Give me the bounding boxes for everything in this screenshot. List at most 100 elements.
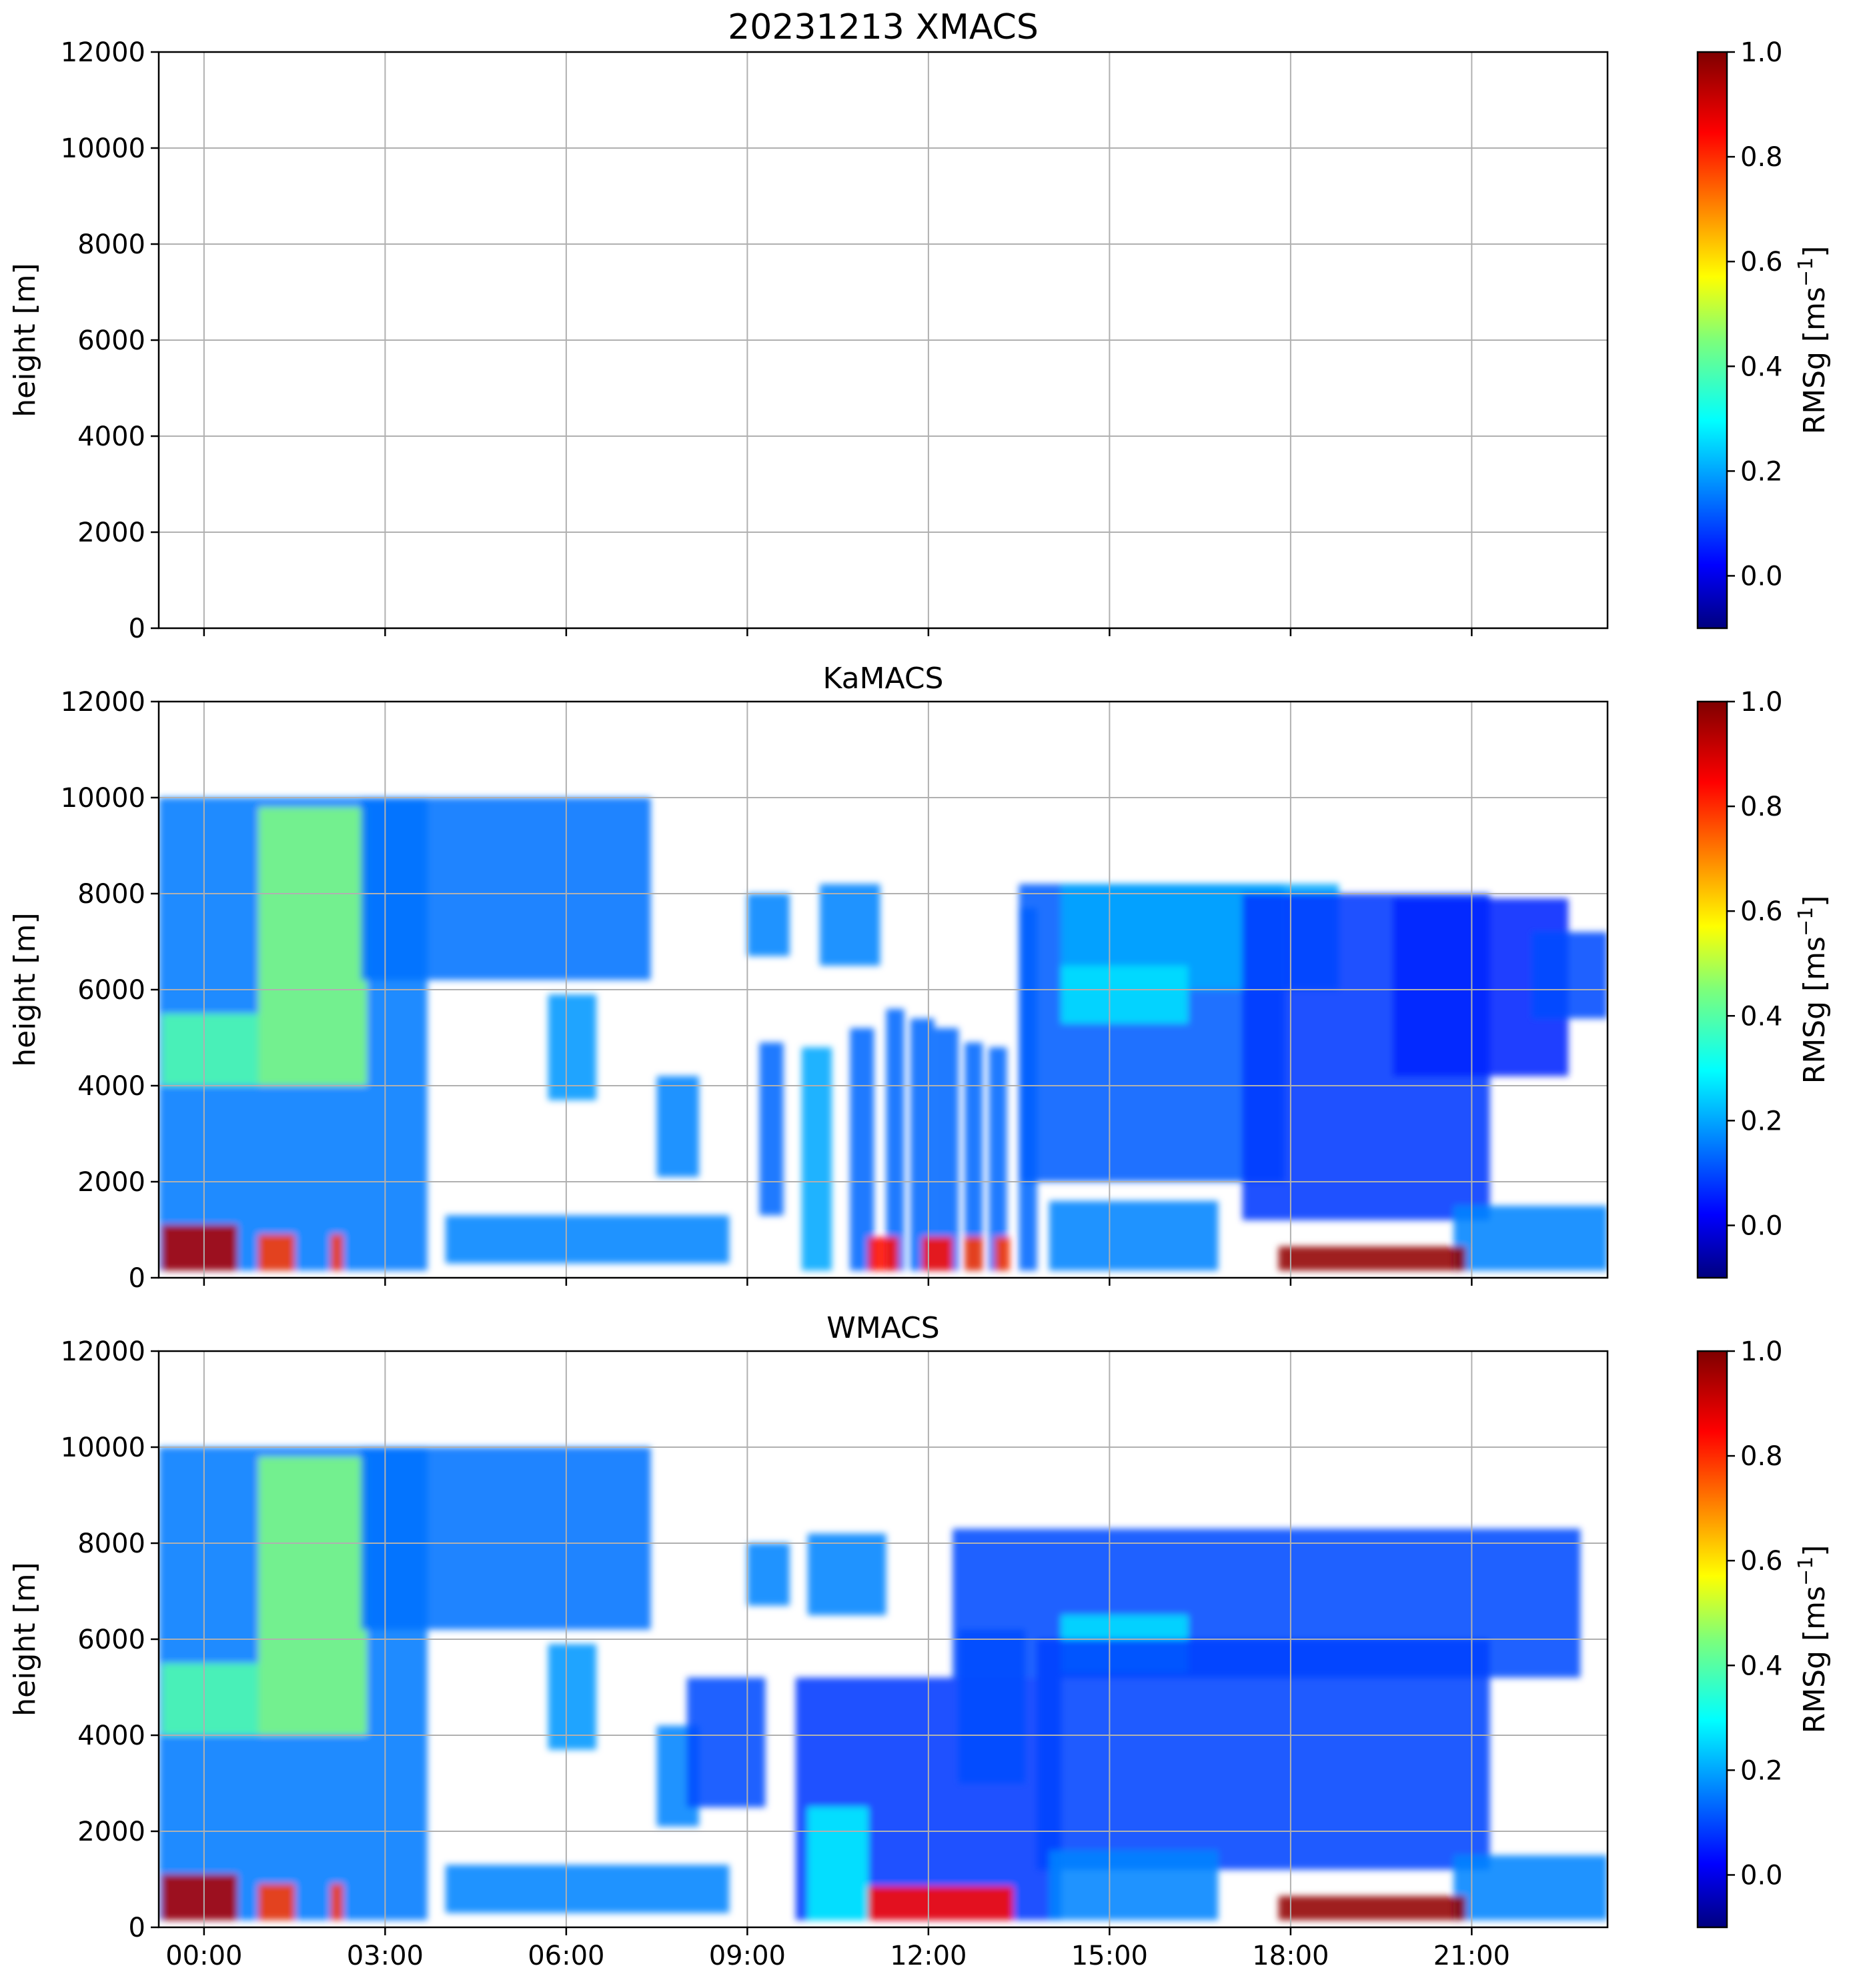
y-tick-label: 10000 bbox=[61, 1432, 145, 1463]
colorbar-label-exponent: −1 bbox=[1794, 1557, 1818, 1586]
colorbar-label-main: RMSg [ms bbox=[1798, 1586, 1832, 1733]
echo-region bbox=[445, 1215, 730, 1264]
echo-region bbox=[548, 1644, 597, 1750]
y-tick-label: 12000 bbox=[61, 1336, 145, 1367]
panel-title: KaMACS bbox=[823, 662, 944, 696]
colorbar-tick-label: 0.4 bbox=[1740, 1001, 1783, 1032]
colorbar-label-close: ] bbox=[1798, 896, 1832, 907]
x-ticks bbox=[203, 1278, 1473, 1286]
echo-region bbox=[1453, 1855, 1608, 1921]
colorbar-label-exponent: −1 bbox=[1794, 257, 1818, 287]
panel-kamacs: KaMACS 0 2000 4000 6000 8000 10000 12000 heigh… bbox=[8, 662, 1832, 1294]
panel-xmacs: 20231213 XMACS 0 2000 4000 6000 8000 10000 120… bbox=[8, 7, 1832, 644]
echo-region bbox=[361, 1447, 651, 1630]
echo-region bbox=[161, 1224, 237, 1271]
echo-region bbox=[1049, 1200, 1219, 1271]
echo-region bbox=[807, 1807, 868, 1921]
echo-region bbox=[361, 798, 651, 980]
echo-region bbox=[868, 1886, 1013, 1921]
y-ticks: 0 2000 4000 6000 8000 10000 12000 bbox=[61, 37, 159, 644]
x-tick-label: 15:00 bbox=[1071, 1941, 1148, 1971]
y-tick-label: 8000 bbox=[77, 879, 145, 910]
colorbar-label: RMSg [ms−1] bbox=[1794, 1545, 1832, 1734]
panel-title: 20231213 XMACS bbox=[728, 7, 1039, 47]
y-tick-label: 4000 bbox=[77, 421, 145, 452]
echo-region bbox=[910, 1018, 935, 1271]
colorbar: 0.0 0.2 0.4 0.6 0.8 1.0 RMSg [ms−1] bbox=[1696, 687, 1832, 1279]
y-tick-label: 6000 bbox=[77, 975, 145, 1006]
colorbar: 0.0 0.2 0.4 0.6 0.8 1.0 RMSg [ms−1] bbox=[1696, 1336, 1832, 1929]
echo-region bbox=[258, 807, 368, 1086]
y-tick-label: 0 bbox=[129, 1263, 145, 1294]
colorbar-label-main: RMSg [ms bbox=[1798, 287, 1832, 434]
x-tick-label: 03:00 bbox=[347, 1941, 424, 1971]
echo-region bbox=[868, 1236, 898, 1271]
echo-region bbox=[1037, 1639, 1490, 1870]
colorbar-label-close: ] bbox=[1798, 1545, 1832, 1557]
echo-region bbox=[934, 1028, 959, 1271]
colorbar-ticks: 0.0 0.2 0.4 0.6 0.8 1.0 bbox=[1727, 1336, 1783, 1891]
echo-region bbox=[445, 1865, 730, 1913]
x-tick-label: 00:00 bbox=[165, 1941, 242, 1971]
y-tick-label: 6000 bbox=[77, 1625, 145, 1655]
y-tick-label: 12000 bbox=[61, 37, 145, 68]
colorbar-tick-label: 0.4 bbox=[1740, 351, 1783, 382]
colorbar-tick-label: 0.2 bbox=[1740, 456, 1783, 487]
y-tick-label: 4000 bbox=[77, 1071, 145, 1102]
colorbar-tick-label: 0.8 bbox=[1740, 142, 1783, 173]
echo-region bbox=[850, 1028, 874, 1271]
colorbar-tick-label: 1.0 bbox=[1740, 687, 1783, 718]
y-ticks: 0 2000 4000 6000 8000 10000 12000 bbox=[61, 1336, 159, 1943]
colorbar-gradient bbox=[1696, 51, 1728, 630]
colorbar-tick-label: 0.0 bbox=[1740, 561, 1783, 592]
echo-region bbox=[330, 1884, 344, 1921]
colorbar-ticks: 0.0 0.2 0.4 0.6 0.8 1.0 bbox=[1727, 687, 1783, 1241]
colorbar-tick-label: 0.4 bbox=[1740, 1651, 1783, 1681]
echo-region bbox=[759, 1042, 784, 1216]
y-tick-label: 4000 bbox=[77, 1721, 145, 1751]
echo-region bbox=[922, 1236, 953, 1271]
y-tick-label: 0 bbox=[129, 614, 145, 644]
y-tick-label: 2000 bbox=[77, 518, 145, 548]
y-axis-label: height [m] bbox=[8, 1562, 42, 1716]
x-tick-label: 18:00 bbox=[1252, 1941, 1329, 1971]
echo-region bbox=[807, 1533, 886, 1615]
echo-layer bbox=[159, 798, 1608, 1271]
y-axis-label: height [m] bbox=[8, 912, 42, 1066]
y-tick-label: 12000 bbox=[61, 687, 145, 718]
colorbar-label: RMSg [ms−1] bbox=[1794, 896, 1832, 1084]
colorbar-label-main: RMSg [ms bbox=[1798, 936, 1832, 1084]
colorbar: 0.0 0.2 0.4 0.6 0.8 1.0 RMSg [ms−1] bbox=[1696, 37, 1832, 630]
echo-region bbox=[1453, 1206, 1608, 1271]
echo-region bbox=[965, 1042, 983, 1271]
x-tick-label: 12:00 bbox=[890, 1941, 967, 1971]
echo-region bbox=[801, 1047, 832, 1271]
y-tick-label: 8000 bbox=[77, 1529, 145, 1559]
x-tick-label: 09:00 bbox=[709, 1941, 786, 1971]
x-tick-label: 21:00 bbox=[1433, 1941, 1510, 1971]
colorbar-tick-label: 0.6 bbox=[1740, 247, 1783, 277]
echo-region bbox=[258, 1234, 295, 1271]
colorbar-tick-label: 0.2 bbox=[1740, 1755, 1783, 1786]
echo-region bbox=[1278, 1246, 1466, 1271]
colorbar-tick-label: 0.0 bbox=[1740, 1210, 1783, 1241]
y-axis-label: height [m] bbox=[8, 263, 42, 417]
panel-title: WMACS bbox=[826, 1311, 939, 1345]
echo-region bbox=[819, 884, 880, 966]
colorbar-tick-label: 1.0 bbox=[1740, 37, 1783, 68]
echo-region bbox=[1531, 932, 1608, 1019]
echo-region bbox=[161, 1874, 237, 1921]
colorbar-tick-label: 0.2 bbox=[1740, 1106, 1783, 1136]
echo-region bbox=[965, 1236, 983, 1271]
echo-region bbox=[258, 1884, 295, 1921]
y-tick-label: 2000 bbox=[77, 1167, 145, 1198]
x-ticks bbox=[203, 628, 1473, 636]
y-tick-label: 0 bbox=[129, 1913, 145, 1943]
colorbar-label: RMSg [ms−1] bbox=[1794, 246, 1832, 435]
y-tick-label: 6000 bbox=[77, 325, 145, 356]
echo-region bbox=[656, 1076, 699, 1177]
echo-region bbox=[548, 994, 597, 1100]
colorbar-tick-label: 0.0 bbox=[1740, 1860, 1783, 1891]
echo-region bbox=[1061, 966, 1189, 1024]
